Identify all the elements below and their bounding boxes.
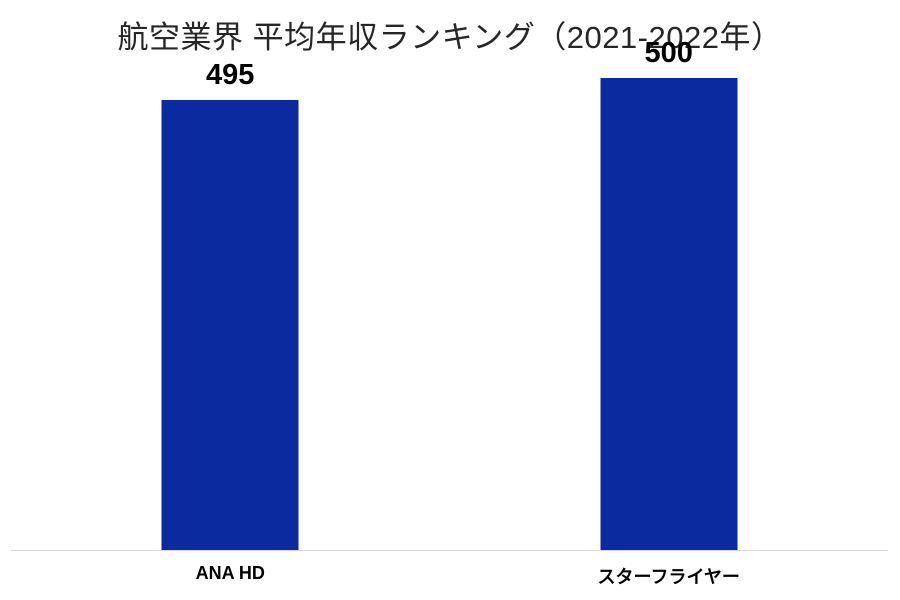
category-label-starflyer: スターフライヤー	[597, 567, 740, 587]
bar-group-starflyer: 500 スターフライヤー	[450, 37, 889, 587]
category-label-ana-hd: ANA HD	[195, 563, 265, 583]
bar-ana-hd	[161, 100, 299, 550]
chart-title: 航空業界 平均年収ランキング（2021-2022年）	[117, 20, 783, 55]
value-label-ana-hd: 495	[206, 59, 255, 92]
bar-starflyer	[600, 78, 738, 550]
plot-area: 495 ANA HD 500 スターフライヤー	[11, 37, 889, 587]
value-label-starflyer: 500	[644, 37, 693, 70]
bar-group-ana-hd: 495 ANA HD	[11, 59, 450, 583]
